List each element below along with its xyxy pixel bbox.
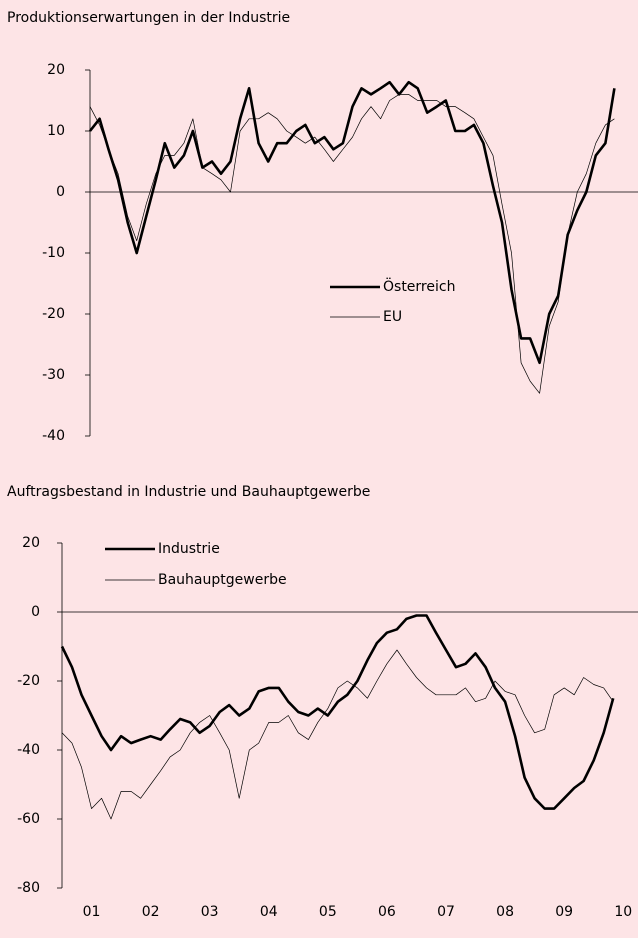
y-tick-label: -80 (17, 880, 40, 896)
series-line (61, 649, 614, 820)
x-tick-label: 09 (555, 904, 573, 920)
series-line (88, 80, 616, 365)
x-tick-label: 02 (142, 904, 160, 920)
x-tick-label: 03 (201, 904, 219, 920)
x-tick-label: 04 (260, 904, 278, 920)
x-tick-label: 10 (614, 904, 632, 920)
legend-label: Industrie (158, 541, 220, 557)
x-tick-label: 08 (496, 904, 514, 920)
y-tick-label: -20 (42, 306, 65, 322)
y-tick-label: 10 (47, 123, 65, 139)
series-line (89, 94, 615, 394)
x-tick-label: 05 (319, 904, 337, 920)
y-tick-label: -40 (17, 742, 40, 758)
legend-label: EU (383, 309, 402, 325)
y-tick-label: 0 (56, 184, 65, 200)
x-tick-label: 07 (437, 904, 455, 920)
chart-title: Auftragsbestand in Industrie und Bauhaup… (7, 484, 370, 500)
y-tick-label: -40 (42, 428, 65, 444)
y-tick-label: 20 (22, 535, 40, 551)
y-tick-label: 0 (31, 604, 40, 620)
series-line (60, 614, 615, 810)
y-tick-label: -30 (42, 367, 65, 383)
y-tick-label: 20 (47, 62, 65, 78)
y-tick-label: -10 (42, 245, 65, 261)
x-tick-label: 06 (378, 904, 396, 920)
chart-title: Produktionserwartungen in der Industrie (7, 10, 290, 26)
legend-label: Österreich (383, 277, 455, 295)
y-tick-label: -60 (17, 811, 40, 827)
y-tick-label: -20 (17, 673, 40, 689)
legend-label: Bauhauptgewerbe (158, 572, 287, 588)
x-tick-label: 01 (83, 904, 101, 920)
